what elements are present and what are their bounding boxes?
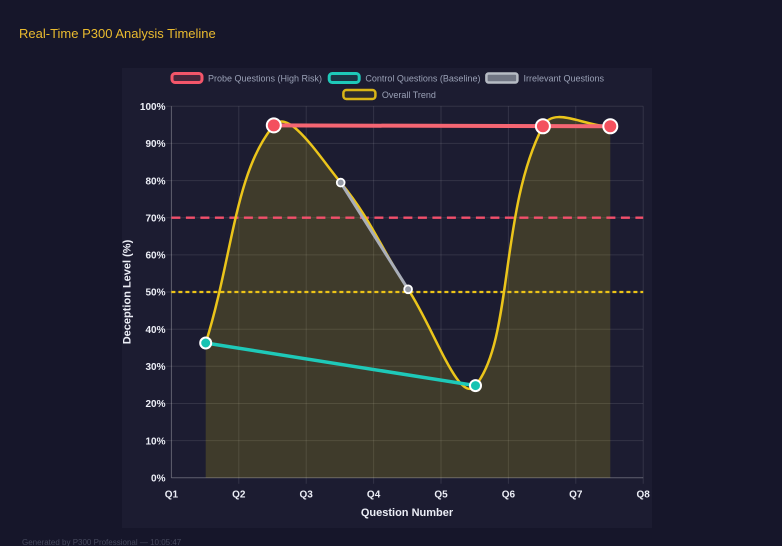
svg-text:Question Number: Question Number (361, 507, 454, 519)
svg-text:90%: 90% (145, 139, 165, 150)
svg-text:0%: 0% (151, 473, 166, 484)
svg-text:100%: 100% (140, 102, 166, 113)
svg-text:Q6: Q6 (502, 490, 516, 501)
svg-text:10%: 10% (145, 436, 165, 447)
svg-text:Q3: Q3 (300, 490, 314, 501)
svg-text:50%: 50% (145, 288, 165, 299)
svg-text:Q8: Q8 (637, 490, 651, 501)
svg-text:Deception Level (%): Deception Level (%) (122, 239, 134, 344)
svg-text:Q5: Q5 (434, 490, 448, 501)
svg-text:Q2: Q2 (232, 490, 246, 501)
svg-text:Q1: Q1 (165, 490, 179, 501)
svg-text:80%: 80% (145, 176, 165, 187)
svg-text:Q7: Q7 (569, 490, 583, 501)
svg-text:30%: 30% (145, 362, 165, 373)
svg-text:Overall Trend: Overall Trend (382, 90, 436, 100)
svg-text:Q4: Q4 (367, 490, 381, 501)
svg-text:60%: 60% (145, 251, 165, 262)
svg-text:Probe Questions (High Risk): Probe Questions (High Risk) (208, 74, 322, 84)
svg-text:70%: 70% (145, 213, 165, 224)
svg-text:Irrelevant Questions: Irrelevant Questions (524, 74, 605, 84)
svg-text:20%: 20% (145, 399, 165, 410)
svg-text:40%: 40% (145, 325, 165, 336)
svg-text:Control Questions (Baseline): Control Questions (Baseline) (365, 74, 480, 84)
